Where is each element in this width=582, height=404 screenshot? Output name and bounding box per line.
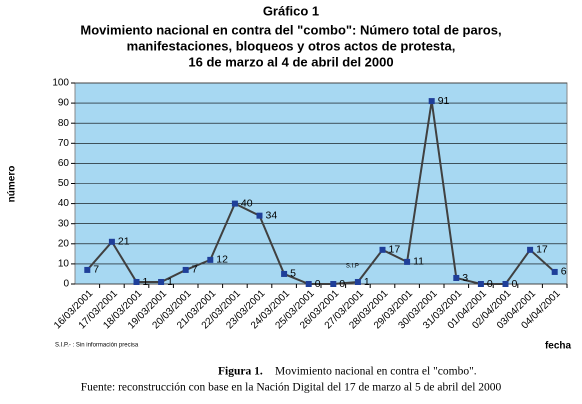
data-label: 7 <box>93 264 99 276</box>
data-label: 12 <box>216 254 228 266</box>
y-tick-label: 40 <box>58 198 70 209</box>
marker <box>281 270 288 277</box>
data-label: 11 <box>413 256 424 268</box>
y-tick-label: 60 <box>58 158 70 169</box>
marker <box>354 278 361 285</box>
data-label: 0 <box>487 278 493 290</box>
y-tick-label: 50 <box>58 178 70 189</box>
y-axis-label: número <box>7 166 18 203</box>
marker <box>231 200 238 207</box>
y-tick-label: 0 <box>63 279 69 290</box>
marker <box>158 278 165 285</box>
chart-subtitle: 16 de marzo al 4 de abril del 2000 <box>188 54 393 69</box>
marker <box>133 278 140 285</box>
x-axis-label: fecha <box>545 341 572 352</box>
footnote: S.I.P.- : Sin información precisa <box>55 343 139 349</box>
marker <box>404 258 411 265</box>
marker <box>108 238 115 245</box>
y-tick-label: 70 <box>58 138 70 149</box>
caption-label: Figura 1. <box>218 366 263 378</box>
marker <box>207 256 214 263</box>
chart-subtitle: Movimiento nacional en contra del "combo… <box>80 22 501 37</box>
data-label: 6 <box>561 266 567 278</box>
data-label: 7 <box>192 264 198 276</box>
marker <box>551 268 558 275</box>
data-label: 0 <box>315 278 321 290</box>
data-label: 1 <box>364 276 370 288</box>
y-tick-label: 20 <box>58 238 70 249</box>
series-line <box>86 100 556 285</box>
marker <box>84 266 91 273</box>
marker <box>477 281 484 287</box>
data-label: 1 <box>143 276 149 288</box>
caption-text: Movimiento nacional en contra el "combo"… <box>275 366 477 378</box>
data-label: 0 <box>512 278 518 290</box>
data-label: 5 <box>290 268 296 280</box>
caption-source: Fuente: reconstrucción con base en la Na… <box>81 382 502 394</box>
y-tick-label: 90 <box>58 98 70 109</box>
y-tick-label: 100 <box>52 78 69 89</box>
marker <box>330 281 337 287</box>
data-label: 0 <box>339 278 345 290</box>
data-label: 34 <box>266 209 278 221</box>
marker <box>502 281 509 287</box>
data-label: 21 <box>118 236 130 248</box>
data-label: 40 <box>241 197 253 209</box>
data-label: 17 <box>536 244 548 256</box>
marker <box>527 246 534 253</box>
marker <box>453 274 460 281</box>
y-tick-label: 80 <box>58 118 70 129</box>
chart-subtitle: manifestaciones, bloqueos y otros actos … <box>127 38 456 53</box>
chart-title: Gráfico 1 <box>263 3 319 18</box>
marker <box>428 98 435 105</box>
marker <box>305 281 312 287</box>
y-tick-label: 10 <box>58 259 70 270</box>
annotation: S.I.P <box>346 264 359 270</box>
data-label: 3 <box>462 272 468 284</box>
y-tick-label: 30 <box>58 218 70 229</box>
data-label: 1 <box>167 276 173 288</box>
data-label: 17 <box>389 244 401 256</box>
marker <box>379 246 386 253</box>
marker <box>256 212 263 219</box>
marker <box>182 266 189 273</box>
data-label: 91 <box>438 95 450 107</box>
